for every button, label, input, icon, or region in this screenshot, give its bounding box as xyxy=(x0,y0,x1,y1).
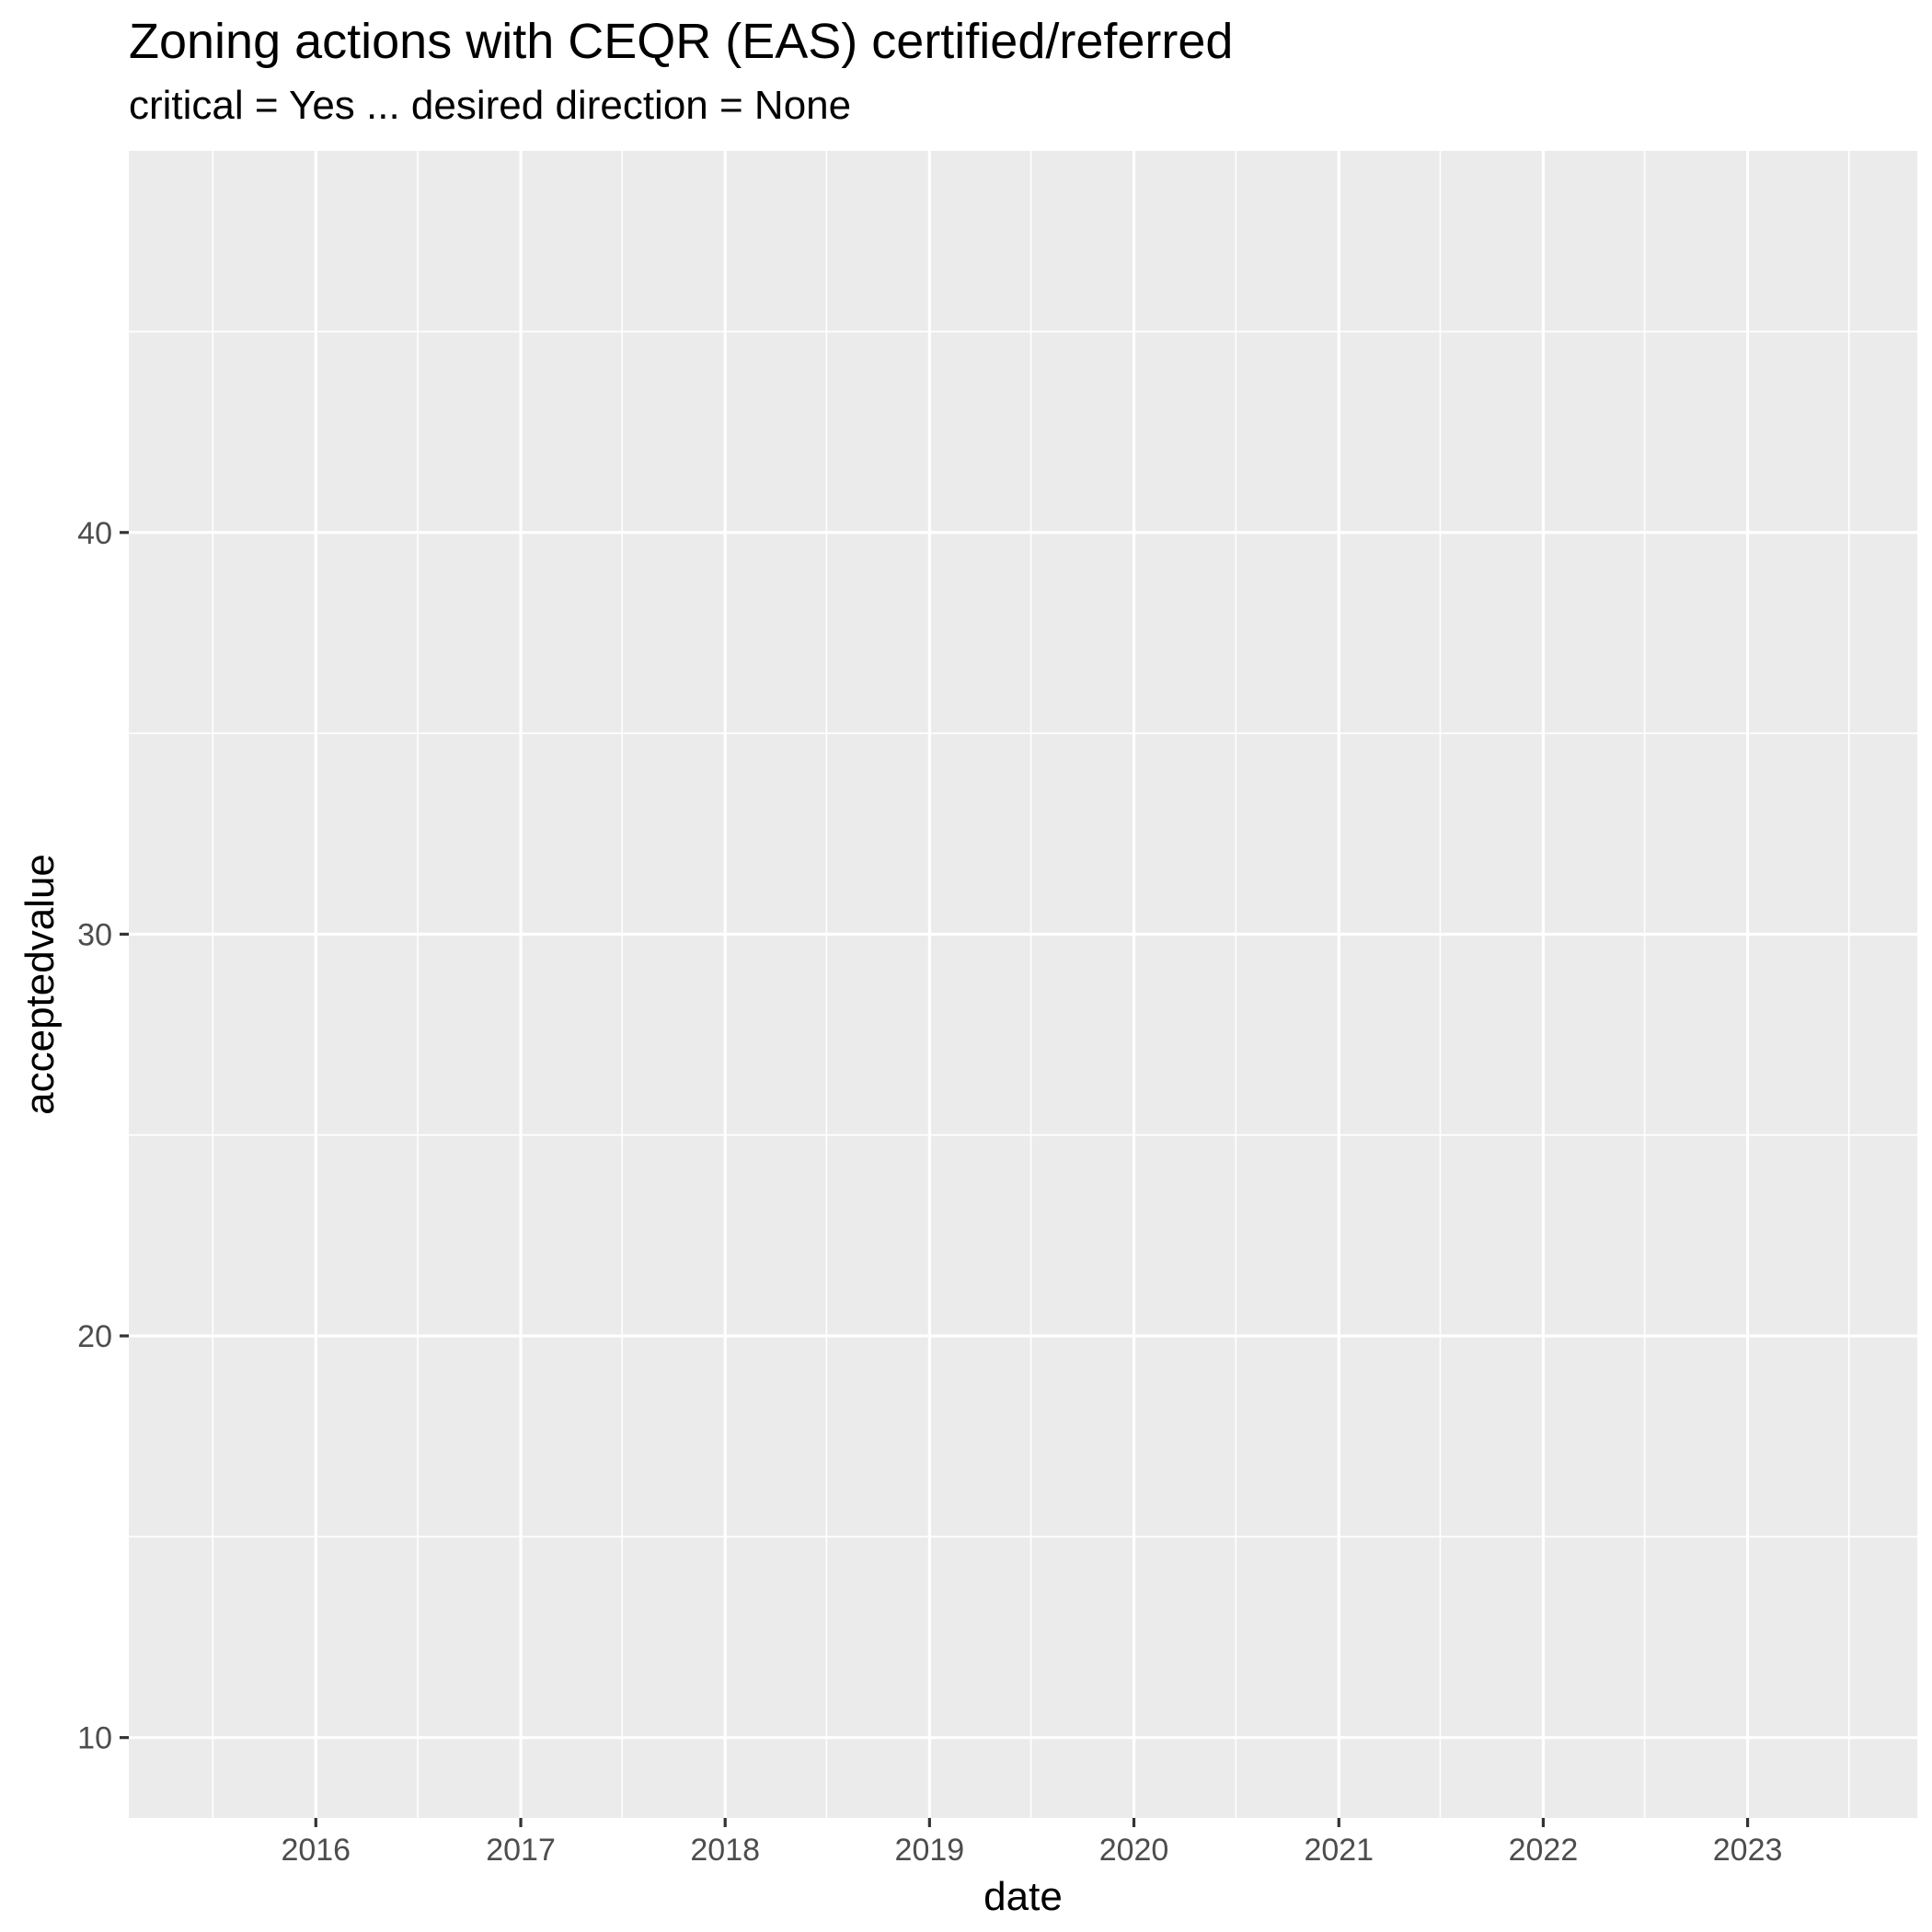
x-tick-label: 2018 xyxy=(690,1833,760,1868)
x-tick-label: 2021 xyxy=(1304,1833,1374,1868)
x-tick-label: 2022 xyxy=(1509,1833,1579,1868)
chart-title: Zoning actions with CEQR (EAS) certified… xyxy=(129,14,1234,69)
x-tick-label: 2016 xyxy=(281,1833,351,1868)
x-tick-label: 2023 xyxy=(1713,1833,1783,1868)
y-tick-label: 20 xyxy=(77,1319,112,1354)
x-tick-label: 2019 xyxy=(895,1833,965,1868)
grid-minor xyxy=(129,151,1917,1818)
chart-subtitle: critical = Yes ... desired direction = N… xyxy=(129,83,852,128)
y-axis: 10 20 30 40 xyxy=(77,516,129,1756)
y-tick-label: 40 xyxy=(77,516,112,551)
x-axis-title: date xyxy=(983,1874,1063,1919)
x-axis: 2016 2017 2018 2019 2020 2021 2022 2023 xyxy=(281,1818,1782,1868)
y-tick-label: 30 xyxy=(77,917,112,952)
y-tick-label: 10 xyxy=(77,1721,112,1756)
plot-panel xyxy=(129,151,1917,1818)
x-tick-label: 2017 xyxy=(486,1833,556,1868)
grid-major xyxy=(129,151,1917,1818)
y-axis-title: acceptedvalue xyxy=(17,854,63,1115)
x-tick-label: 2020 xyxy=(1099,1833,1169,1868)
